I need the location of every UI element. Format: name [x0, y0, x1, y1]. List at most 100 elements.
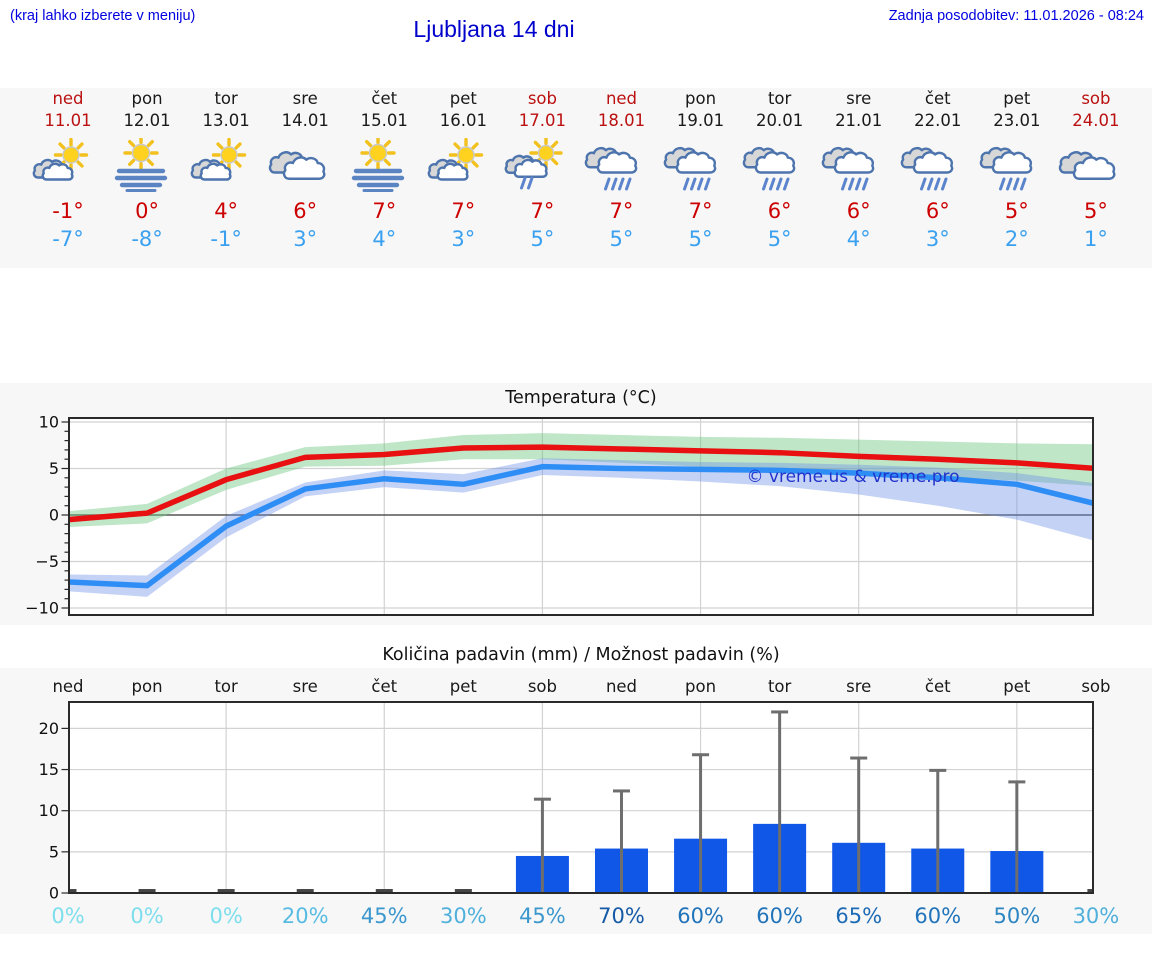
cloud-shape [754, 151, 796, 174]
clouds-icon [268, 151, 326, 180]
rain-stroke [920, 177, 927, 191]
rain-stroke [690, 177, 697, 191]
rain-stroke [1013, 177, 1020, 191]
cloud-shape [436, 162, 469, 181]
low-temp: 4° [846, 227, 871, 251]
cloud-shape [282, 156, 326, 180]
forecast-day: tor 13.01 4° -1° [187, 88, 266, 268]
min-range-band [69, 458, 1093, 597]
y-tick-label: 10 [39, 801, 59, 820]
sun-cloud-rain-icon [504, 138, 563, 190]
day-name: tor [767, 89, 792, 108]
plot-border [68, 417, 1094, 616]
rain-stroke [776, 177, 783, 191]
rain-stroke [610, 177, 618, 191]
day-date: 16.01 [439, 111, 487, 130]
rain-stroke [697, 177, 704, 191]
cloud-shape [913, 151, 954, 174]
weather-icon-box [661, 138, 740, 196]
y-tick-label: 5 [49, 459, 59, 478]
sun-ray [364, 158, 373, 167]
rain-stroke [769, 177, 776, 191]
weather-icon-box [898, 138, 977, 196]
low-temp: 3° [925, 227, 950, 251]
sun-ray [75, 160, 84, 168]
whisker-cap [217, 889, 235, 893]
high-temp: 5° [1004, 199, 1029, 223]
sun-ray [146, 158, 154, 167]
rain-stroke [848, 177, 855, 191]
day-label: pon [132, 677, 163, 696]
day-label: čet [925, 677, 951, 696]
sun-disc [537, 144, 555, 162]
sun-ray [75, 142, 84, 150]
day-date: 18.01 [597, 111, 646, 130]
rain-stroke [941, 177, 948, 191]
whisker-cap [375, 889, 393, 893]
sun-ray [127, 158, 135, 167]
forecast-strip: ned 11.01 -1° -7° pon 12.01 0° -8° tor 13.01 4° -1°… [0, 88, 1152, 268]
cloud-shape [513, 158, 548, 178]
sun-ray [233, 142, 242, 150]
rain-stroke [1020, 177, 1027, 191]
sun-ray [383, 139, 391, 148]
temperature-chart-title: Temperatura (°C) [505, 388, 657, 408]
sun-ray [550, 158, 559, 166]
location-menu-hint[interactable]: (kraj lahko izberete v meniju) [10, 8, 196, 24]
high-temp: -1° [52, 199, 84, 223]
precip-probability-label: 0% [209, 904, 242, 928]
day-date: 23.01 [993, 111, 1041, 130]
forecast-day: čet 22.01 6° 3° [898, 88, 977, 268]
cloud-shape [1073, 156, 1116, 180]
high-temp: 7° [451, 199, 476, 223]
precipitation-chart: ned pon tor sre čet pet sob ned pon tor sre čet pet s… [39, 677, 1120, 928]
day-label: pet [1003, 677, 1031, 696]
low-temp: 4° [372, 227, 397, 251]
precip-probability-label: 60% [756, 904, 803, 928]
day-label: ned [606, 677, 637, 696]
forecast-day: čet 15.01 7° 4° [345, 88, 424, 268]
cloud-shape [596, 151, 638, 174]
weather-icon-box [424, 138, 503, 196]
low-temp: 3° [451, 227, 476, 251]
cloud-shape [992, 151, 1033, 174]
sun-disc [457, 146, 475, 164]
day-name: pon [685, 89, 717, 108]
day-date: 11.01 [44, 111, 92, 130]
weather-icon-box [1056, 138, 1135, 196]
watermark: © vreme.us & vreme.pro [746, 467, 960, 487]
precip-probability-label: 0% [130, 904, 163, 928]
whisker-cap [296, 889, 314, 893]
sun-ray [471, 160, 479, 168]
high-temp: 5° [1083, 199, 1108, 223]
low-temp: 2° [1004, 227, 1029, 251]
cloud-shape [41, 162, 74, 181]
day-date: 20.01 [756, 111, 804, 130]
low-temp: -1° [210, 227, 242, 251]
day-date: 14.01 [281, 111, 329, 130]
cloud-rain-icon [901, 146, 954, 191]
forecast-day: tor 20.01 6° 5° [740, 88, 819, 268]
forecast-day: ned 18.01 7° 5° [582, 88, 661, 268]
day-date: 12.01 [123, 111, 171, 130]
forecast-day: sob 17.01 7° 5° [503, 88, 582, 268]
day-date: 22.01 [914, 111, 962, 130]
high-temp: 6° [925, 199, 950, 223]
bars-group [69, 710, 1093, 893]
day-name: ned [52, 89, 84, 108]
precip-probability-label: 60% [677, 904, 724, 928]
weather-icon-box [108, 138, 187, 196]
day-name: čet [924, 89, 951, 108]
weather-icon-box [187, 138, 266, 196]
weather-icon-box [503, 138, 582, 196]
rain-stroke [927, 177, 934, 191]
forecast-day: pet 23.01 5° 2° [977, 88, 1056, 268]
rain-stroke [526, 176, 534, 190]
sun-ray [383, 158, 391, 167]
precip-probability-label: 20% [282, 904, 329, 928]
sun-disc [61, 146, 80, 164]
plot-area [69, 418, 1093, 615]
low-temp: -8° [131, 227, 163, 251]
low-temp: 5° [767, 227, 792, 251]
whisker-cap [850, 756, 868, 760]
